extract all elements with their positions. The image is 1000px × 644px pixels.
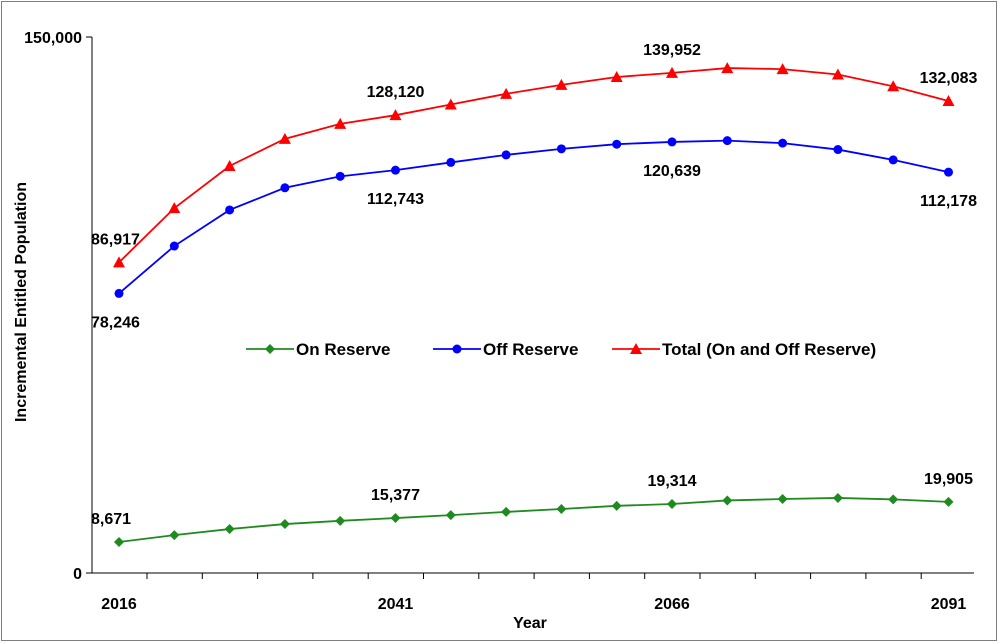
data-label-on-reserve: 8,671 [91,511,131,528]
legend-item-on-reserve: On Reserve [246,340,391,359]
data-point-off-reserve [446,157,456,167]
data-point-off-reserve [556,144,566,154]
data-point-total [500,87,513,99]
data-label-total: 139,952 [643,42,701,59]
data-point-off-reserve [169,241,179,251]
data-point-total [223,159,236,171]
data-point-on-reserve [832,492,843,503]
series-line-total [118,67,949,264]
data-point-total [278,132,291,144]
data-point-on-reserve [777,494,788,505]
data-point-off-reserve [833,145,843,155]
data-point-off-reserve [114,288,124,298]
data-point-on-reserve [888,494,899,505]
data-point-on-reserve [667,498,677,509]
x-axis-title: Year [513,615,547,632]
data-point-off-reserve [944,167,953,177]
data-labels: 8,671 15,377 19,314 19,905 78,246 112,743 120,… [91,42,978,528]
data-point-on-reserve [114,537,124,548]
x-tick-label: 2041 [378,596,414,613]
legend-marker-total [630,343,642,354]
data-point-total [610,71,623,83]
y-tick-label: 150,000 [24,30,82,47]
legend-label-total: Total (On and Off Reserve) [662,340,876,359]
data-point-off-reserve [391,165,400,175]
data-label-off-reserve: 112,178 [920,193,977,210]
legend-item-total: Total (On and Off Reserve) [612,340,876,359]
data-point-off-reserve [722,136,732,146]
data-label-total: 86,917 [91,231,140,248]
data-label-off-reserve: 120,639 [643,163,701,180]
x-tick-label: 2016 [101,596,137,613]
data-point-on-reserve [611,500,622,511]
data-point-on-reserve [556,504,567,515]
data-point-total [666,66,678,78]
legend-label-on-reserve: On Reserve [296,340,391,359]
series-total [113,62,955,268]
data-point-total [113,256,125,268]
data-point-total [887,80,900,92]
data-label-total: 132,083 [920,70,978,87]
data-point-total [168,202,181,214]
data-label-off-reserve: 112,743 [367,191,424,208]
legend: On Reserve Off Reserve Total (On and Off R… [246,340,876,359]
data-point-on-reserve [390,513,401,524]
data-label-on-reserve: 19,314 [648,473,697,490]
data-point-total [942,95,955,107]
x-tick-label: 2091 [931,596,967,613]
data-point-total [776,63,789,75]
data-point-on-reserve [501,506,512,517]
data-label-on-reserve: 19,905 [924,471,973,488]
x-tick-label: 2066 [654,596,690,613]
series-layer [113,62,955,548]
data-point-on-reserve [335,515,346,526]
data-point-off-reserve [888,155,898,165]
series-line-off-reserve [118,139,949,295]
legend-marker-off-reserve [452,344,462,354]
data-point-on-reserve [445,510,456,521]
data-point-off-reserve [501,150,511,160]
data-point-off-reserve [225,205,235,215]
data-label-off-reserve: 78,246 [91,314,140,331]
legend-label-off-reserve: Off Reserve [483,340,578,359]
data-point-total [389,109,402,121]
data-point-total [444,98,457,110]
data-point-on-reserve [279,519,290,530]
data-label-total: 128,120 [367,84,425,101]
data-point-off-reserve [280,183,290,193]
y-tick-label: 0 [73,566,82,583]
y-axis-title: Incremental Entitled Population [13,182,30,422]
data-point-off-reserve [667,137,677,147]
series-off-reserve [114,136,953,298]
data-point-on-reserve [224,524,235,535]
axes: 0 150,000 2016 2041 2066 2091 [24,30,974,613]
series-line-on-reserve [118,497,949,543]
legend-marker-on-reserve [265,344,275,354]
data-point-total [334,117,347,129]
series-on-reserve [114,492,954,548]
data-point-on-reserve [943,496,954,507]
data-point-off-reserve [612,139,622,149]
data-point-off-reserve [335,171,345,181]
data-point-total [721,62,734,74]
data-point-total [831,68,844,80]
data-label-on-reserve: 15,377 [371,487,420,504]
data-point-total [555,78,568,90]
data-point-on-reserve [169,530,180,541]
data-point-on-reserve [722,495,733,506]
legend-item-off-reserve: Off Reserve [433,340,578,359]
data-point-off-reserve [778,138,788,148]
